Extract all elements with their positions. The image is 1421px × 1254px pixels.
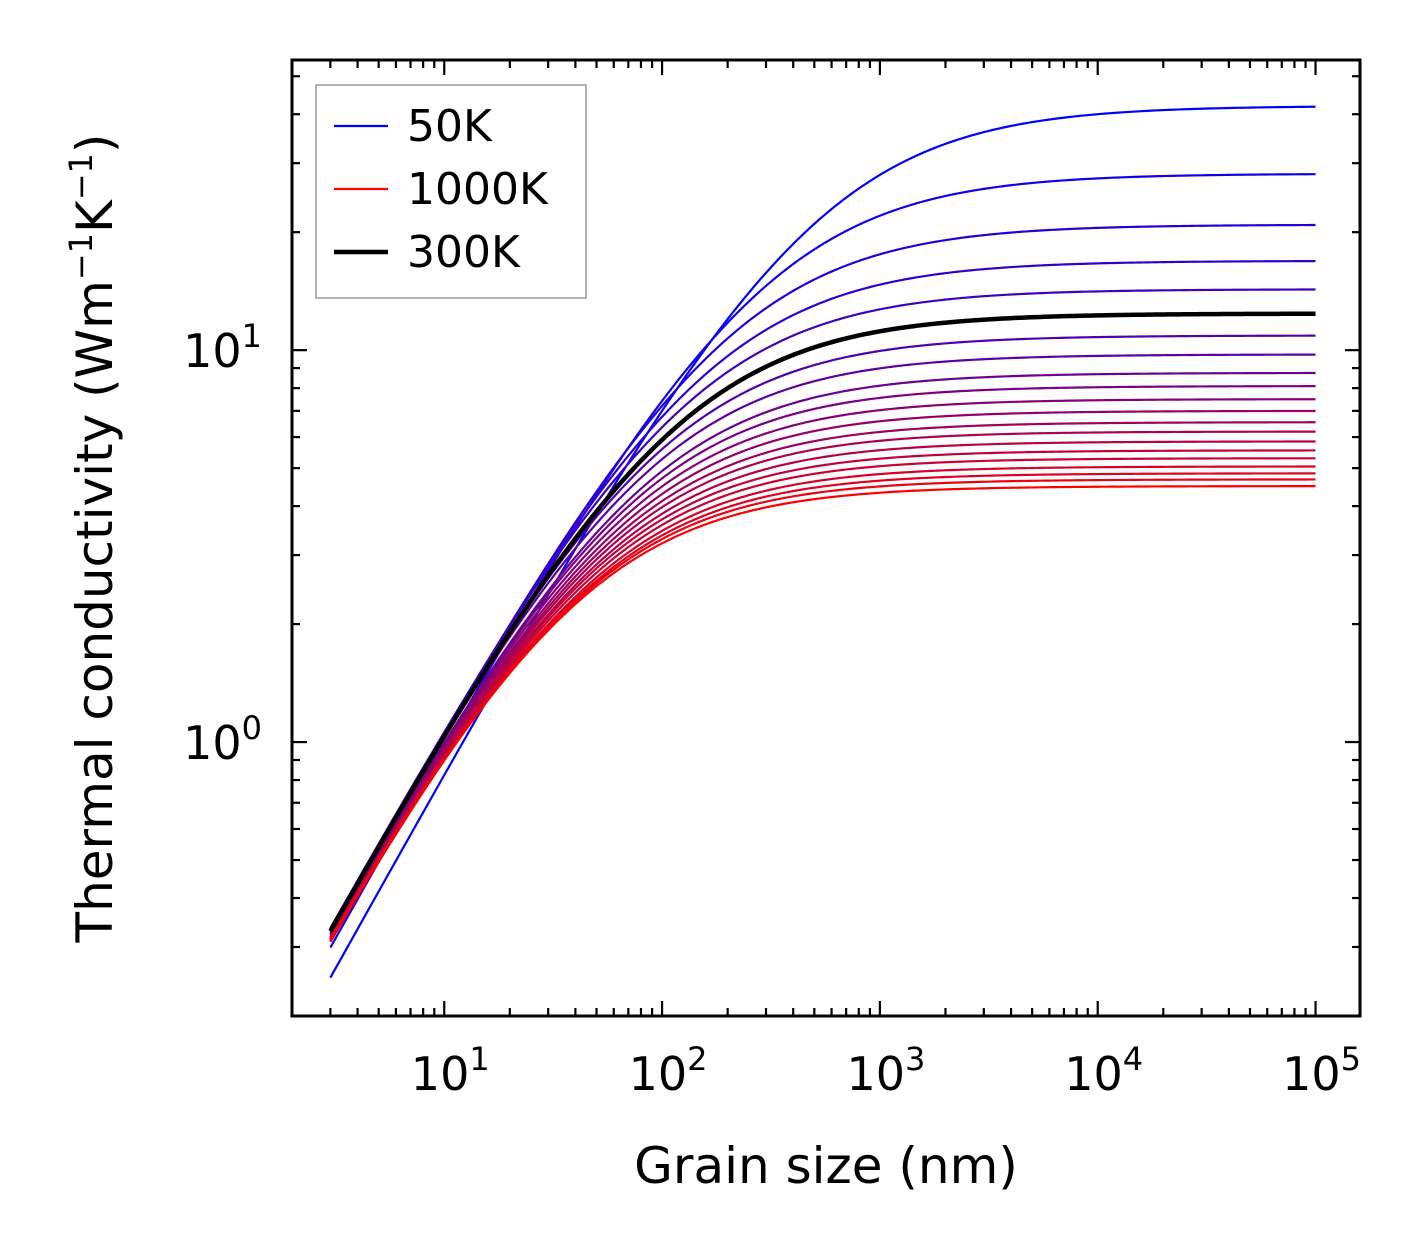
y-tick-label: 101 xyxy=(183,317,262,378)
series-line-curve-11 xyxy=(329,409,1316,938)
y-tick-labels: 100 101 xyxy=(183,317,262,770)
series-line-300K xyxy=(328,311,1316,933)
series-line-curve-12 xyxy=(329,421,1316,939)
legend: 50K 1000K 300K xyxy=(315,84,587,299)
legend-label-300K: 300K xyxy=(407,227,521,278)
x-tick-labels: 101 102 103 104 105 xyxy=(411,1040,1361,1101)
x-axis-label: Grain size (nm) xyxy=(634,1137,1018,1195)
series-line-curve-5 xyxy=(329,288,1316,929)
legend-label-1000K: 1000K xyxy=(407,164,549,215)
x-tick-label: 103 xyxy=(846,1040,925,1101)
x-tick-label: 105 xyxy=(1282,1040,1361,1101)
series-line-curve-15 xyxy=(329,449,1316,940)
legend-box xyxy=(315,84,587,299)
plot-frame xyxy=(290,58,1362,1018)
series-line-curve-10 xyxy=(329,398,1316,936)
y-axis-label: Thermal conductivity (Wm−1K−1) xyxy=(62,134,124,944)
x-tick-label: 101 xyxy=(411,1040,490,1101)
series-line-curve-13 xyxy=(329,430,1316,940)
series-line-1000K xyxy=(329,485,1316,940)
series-line-curve-16 xyxy=(329,457,1316,941)
series-line-curve-8 xyxy=(329,371,1316,935)
series-layer xyxy=(328,105,1316,979)
x-tick-label: 102 xyxy=(629,1040,708,1101)
series-line-curve-9 xyxy=(329,385,1316,935)
x-tick-label: 104 xyxy=(1064,1040,1143,1101)
y-tick-label: 100 xyxy=(183,709,262,770)
legend-label-50K: 50K xyxy=(407,101,493,152)
